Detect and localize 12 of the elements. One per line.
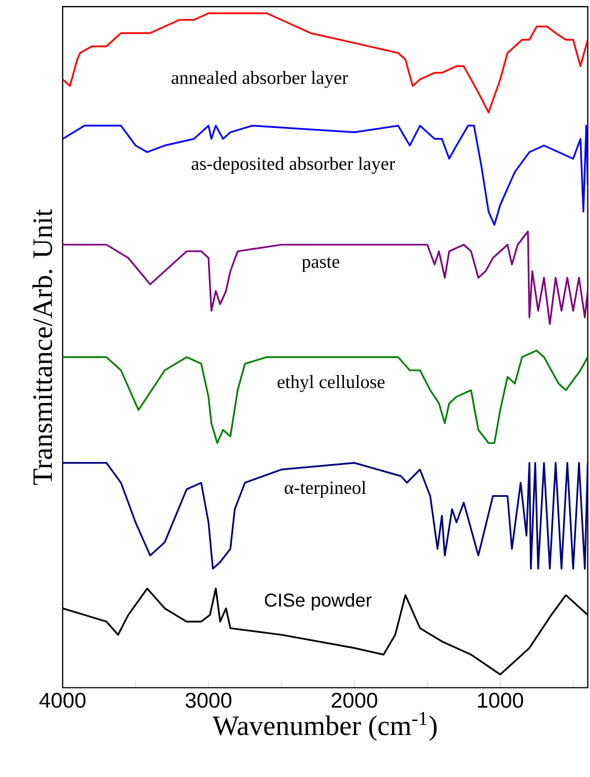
x-tick-label: 1000 [478,692,523,708]
x-tick-label: 4000 [39,692,86,708]
series-label: CISe powder [264,593,372,610]
x-tick-label: 3000 [185,692,232,708]
x-axis-title: Wavenumber (cm$^{-1}$) [212,712,436,741]
series-label: annealed absorber layer [171,70,348,88]
series-label: as-deposited absorber layer [191,156,395,174]
x-tick-label: 2000 [332,692,378,708]
series-label: α-terpineol [284,480,366,498]
series-label: paste [302,257,340,272]
series-label: ethyl cellulose [277,375,384,392]
y-axis-title: Transmittance/Arb. Unit [32,209,52,485]
